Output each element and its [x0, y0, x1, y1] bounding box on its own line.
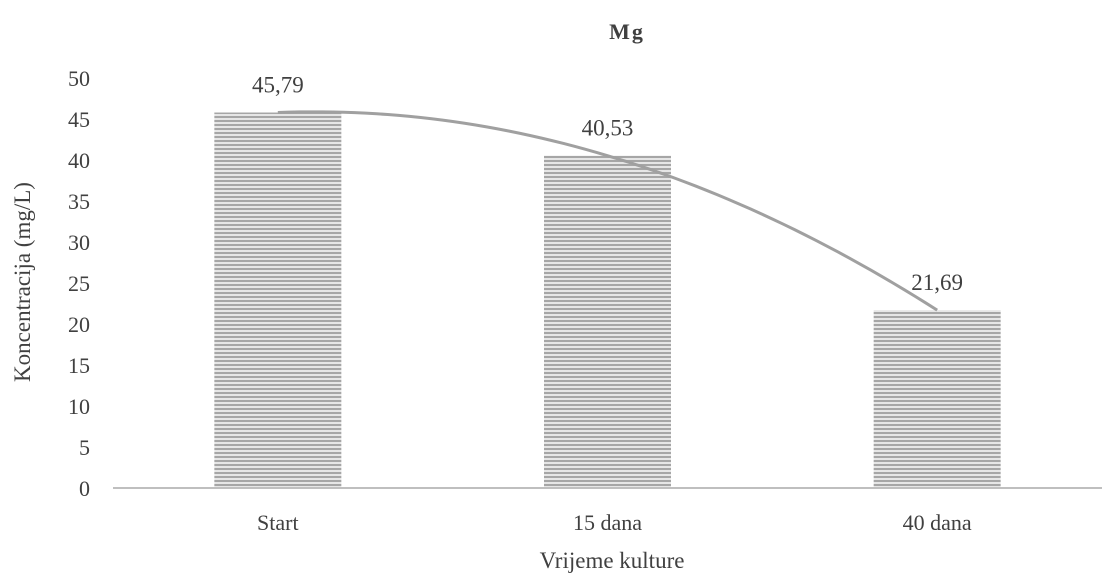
x-axis-title: Vrijeme kulture	[540, 548, 685, 573]
y-tick-label: 15	[68, 353, 90, 378]
x-tick-label: 15 dana	[573, 510, 642, 535]
y-tick-label: 35	[68, 189, 90, 214]
y-tick-label: 40	[68, 148, 90, 173]
trendline-group	[277, 110, 938, 312]
bar-2	[873, 310, 1001, 488]
x-axis-ticks: Start 15 dana 40 dana	[257, 510, 972, 535]
chart-title: Mg	[609, 19, 645, 44]
bar-0	[214, 112, 342, 488]
y-tick-label: 0	[79, 476, 90, 501]
y-tick-label: 50	[68, 66, 90, 91]
x-tick-label: 40 dana	[903, 510, 972, 535]
x-tick-label: Start	[257, 510, 299, 535]
bar-1	[544, 155, 671, 489]
y-tick-label: 20	[68, 312, 90, 337]
data-label: 45,79	[252, 73, 304, 98]
trendline	[277, 110, 938, 312]
y-tick-label: 45	[68, 107, 90, 132]
y-axis-title: Koncentracija (mg/L)	[10, 182, 35, 382]
y-tick-label: 10	[68, 394, 90, 419]
y-tick-label: 5	[79, 435, 90, 460]
data-label: 21,69	[911, 270, 963, 295]
bars	[214, 112, 1001, 489]
y-axis-ticks: 0 5 10 15 20 25 30 35 40 45 50	[68, 66, 90, 501]
y-tick-label: 25	[68, 271, 90, 296]
data-labels: 45,79 40,53 21,69	[252, 73, 963, 296]
y-tick-label: 30	[68, 230, 90, 255]
data-label: 40,53	[582, 116, 634, 141]
